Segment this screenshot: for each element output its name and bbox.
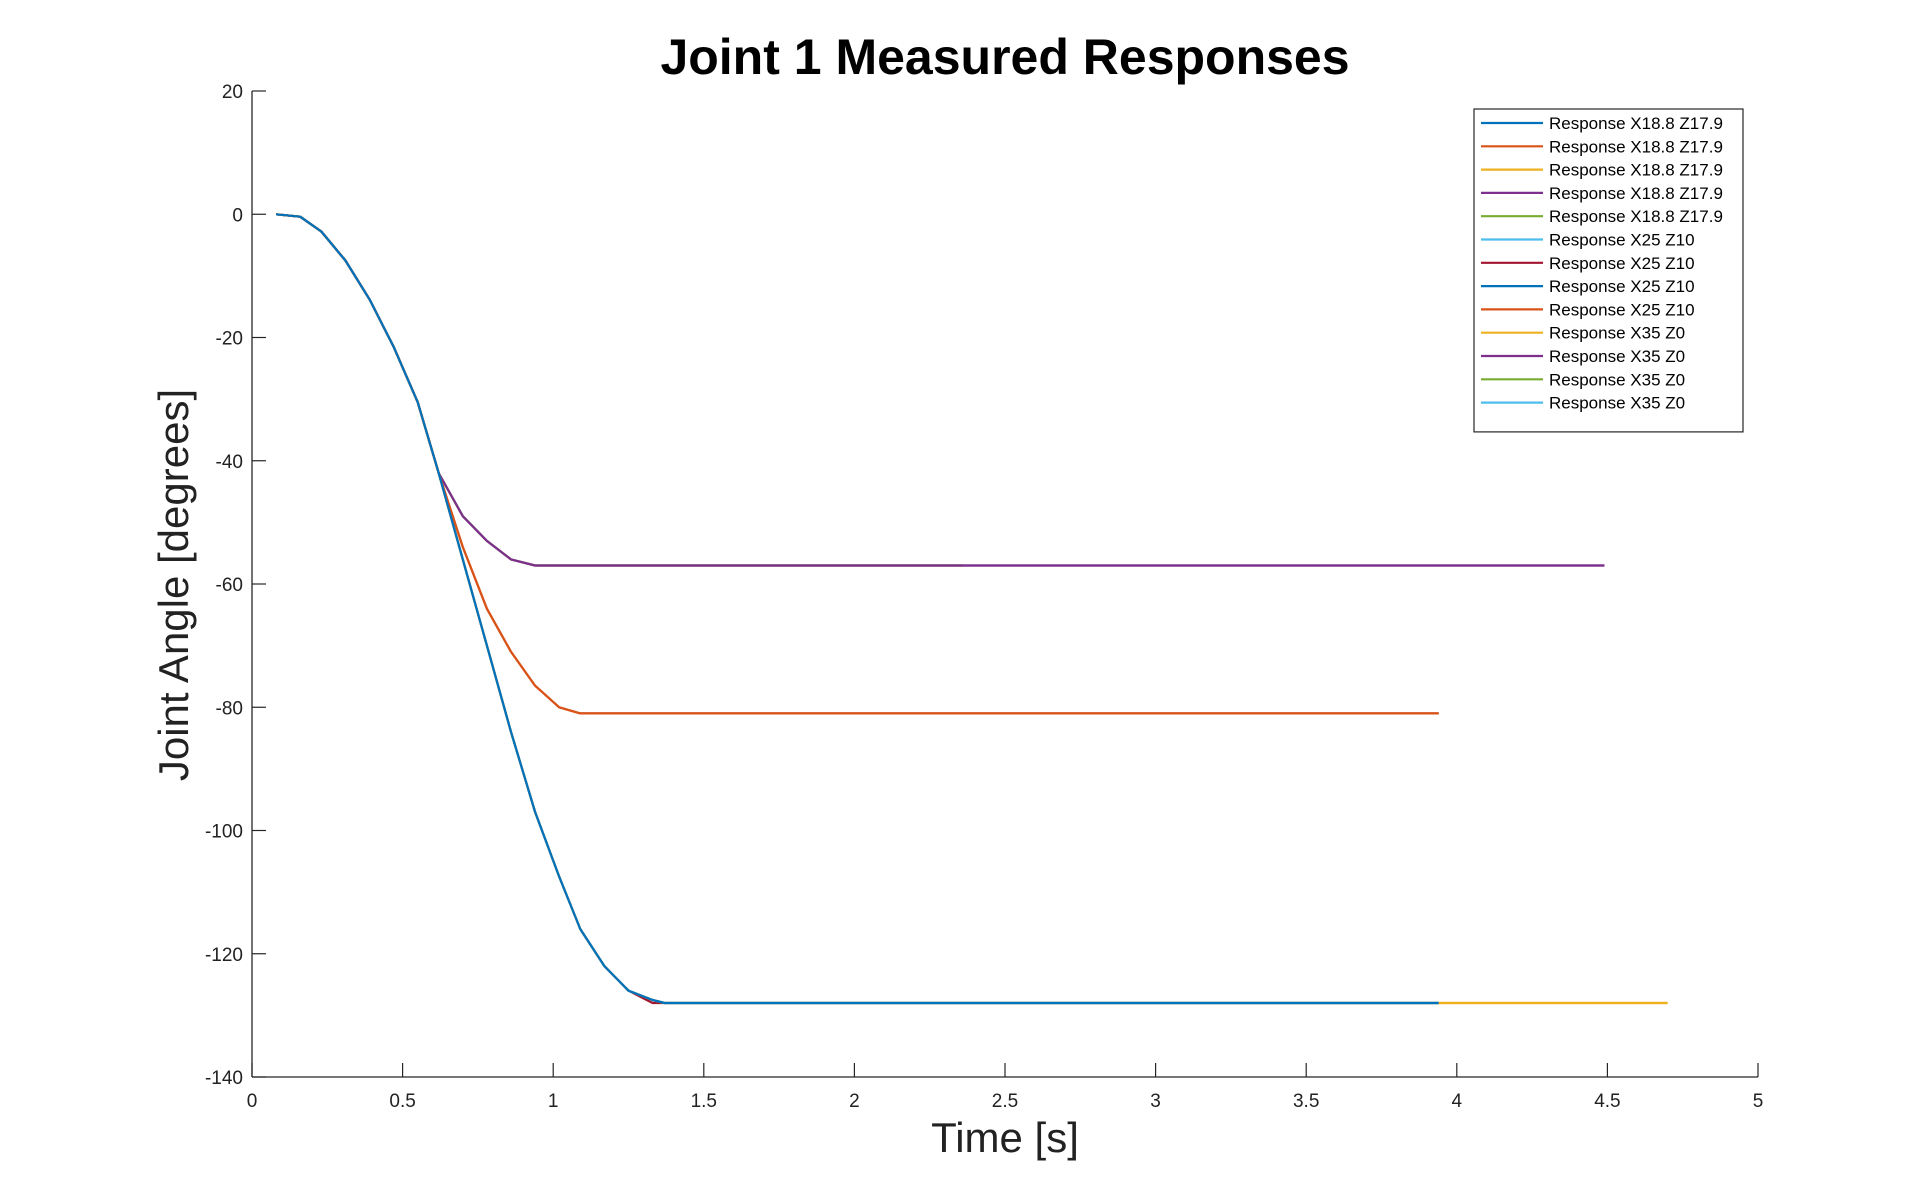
y-axis-label: Joint Angle [degrees]: [150, 389, 197, 781]
legend-box: [1473, 108, 1744, 433]
y-tick-label: -80: [216, 698, 243, 719]
x-tick-label: 4: [1452, 1091, 1463, 1112]
legend-entry: Response X25 Z10: [1549, 254, 1695, 273]
axes: 0 0.5 1 1.5 2 2.5 3 3.5 4 4.5 5 20 0 -20 -40 -60 -80 -100…: [205, 82, 1763, 1112]
y-tick-label: 0: [232, 205, 243, 226]
x-axis-label: Time [s]: [931, 1114, 1079, 1161]
legend-entry: Response X35 Z0: [1549, 347, 1685, 366]
legend-entry: Response X18.8 Z17.9: [1549, 184, 1723, 203]
x-tick-label: 2.5: [992, 1091, 1018, 1112]
legend-entry: Response X18.8 Z17.9: [1549, 161, 1723, 180]
legend-entry: Response X18.8 Z17.9: [1549, 137, 1723, 156]
x-tick-label: 3.5: [1293, 1091, 1319, 1112]
legend[interactable]: Response X18.8 Z17.9 Response X18.8 Z17.9…: [1473, 108, 1744, 433]
x-tick-label: 1: [548, 1091, 559, 1112]
y-tick-label: -120: [205, 945, 243, 966]
x-tick-label: 4.5: [1594, 1091, 1620, 1112]
series-layer: [275, 213, 1668, 1005]
legend-entry: Response X35 Z0: [1549, 324, 1685, 343]
chart-title: Joint 1 Measured Responses: [660, 29, 1349, 85]
x-tick-label: 0.5: [389, 1091, 415, 1112]
legend-entry: Response X18.8 Z17.9: [1549, 114, 1723, 133]
y-tick-label: -40: [216, 452, 243, 473]
legend-entry: Response X25 Z10: [1549, 277, 1695, 296]
y-tick-label: -60: [216, 575, 243, 596]
x-tick-label: 1.5: [691, 1091, 717, 1112]
y-tick-label: 20: [222, 82, 243, 103]
x-tick-label: 3: [1150, 1091, 1161, 1112]
legend-entry: Response X35 Z0: [1549, 394, 1685, 413]
legend-entry: Response X25 Z10: [1549, 231, 1695, 250]
series-line-1: [275, 213, 1439, 1005]
legend-entry: Response X35 Z0: [1549, 370, 1685, 389]
y-tick-label: -100: [205, 822, 243, 843]
y-tick-label: -20: [216, 329, 243, 350]
y-tick-label: -140: [205, 1068, 243, 1089]
legend-entry: Response X18.8 Z17.9: [1549, 207, 1723, 226]
x-tick-label: 2: [849, 1091, 860, 1112]
x-tick-label: 0: [247, 1091, 258, 1112]
x-tick-label: 5: [1753, 1091, 1764, 1112]
legend-entry: Response X25 Z10: [1549, 300, 1695, 319]
